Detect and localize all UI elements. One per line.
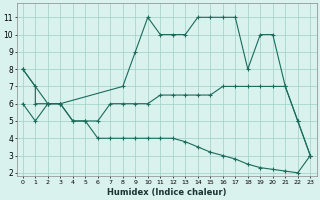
X-axis label: Humidex (Indice chaleur): Humidex (Indice chaleur) xyxy=(107,188,226,197)
